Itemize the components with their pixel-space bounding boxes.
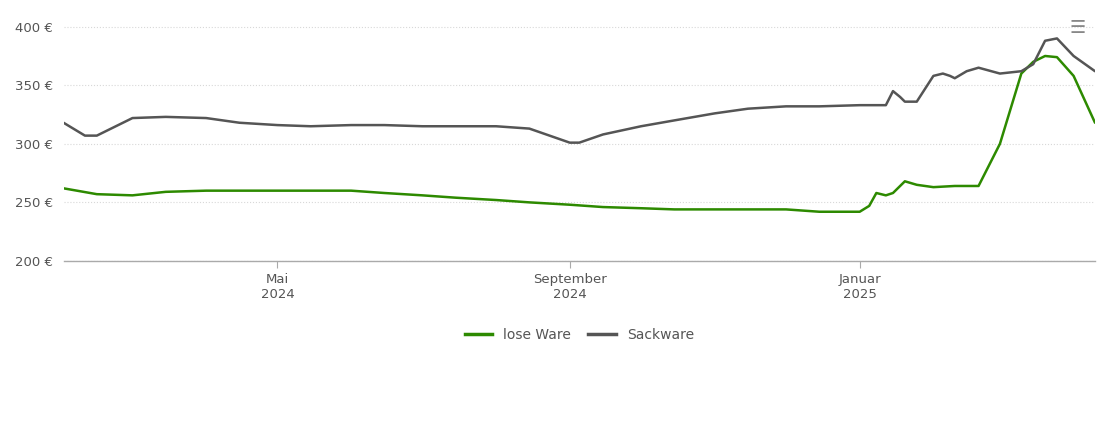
Text: ☰: ☰: [1069, 19, 1086, 37]
Legend: lose Ware, Sackware: lose Ware, Sackware: [460, 322, 699, 347]
